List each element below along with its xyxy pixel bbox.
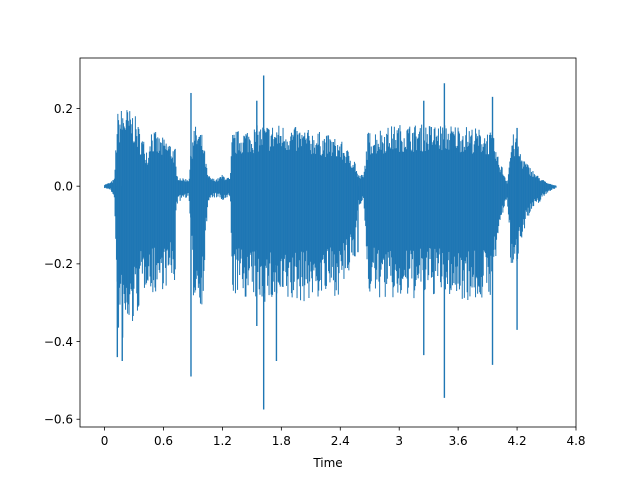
x-tick-label: 0.6	[154, 434, 173, 448]
x-tick-label: 1.8	[272, 434, 291, 448]
plot-frame	[79, 57, 577, 428]
x-axis-label: Time	[312, 456, 342, 470]
x-axis-ticks: 0 0.6 1.2 1.8 2.4 3 3.6 4.2 4.8	[101, 427, 586, 448]
y-tick-label: −0.6	[44, 413, 73, 427]
y-axis-ticks: 0.2 0.0 −0.2 −0.4 −0.6	[44, 102, 80, 427]
y-tick-label: −0.2	[44, 257, 73, 271]
x-tick-label: 4.8	[566, 434, 585, 448]
y-tick-label: 0.0	[54, 179, 73, 193]
x-tick-label: 0	[101, 434, 109, 448]
x-tick-label: 4.2	[508, 434, 527, 448]
x-tick-label: 3.6	[449, 434, 468, 448]
x-tick-label: 1.2	[213, 434, 232, 448]
waveform-peaks	[116, 75, 518, 410]
y-tick-label: −0.4	[44, 335, 73, 349]
y-tick-label: 0.2	[54, 102, 73, 116]
x-tick-label: 3	[395, 434, 403, 448]
x-tick-label: 2.4	[331, 434, 350, 448]
